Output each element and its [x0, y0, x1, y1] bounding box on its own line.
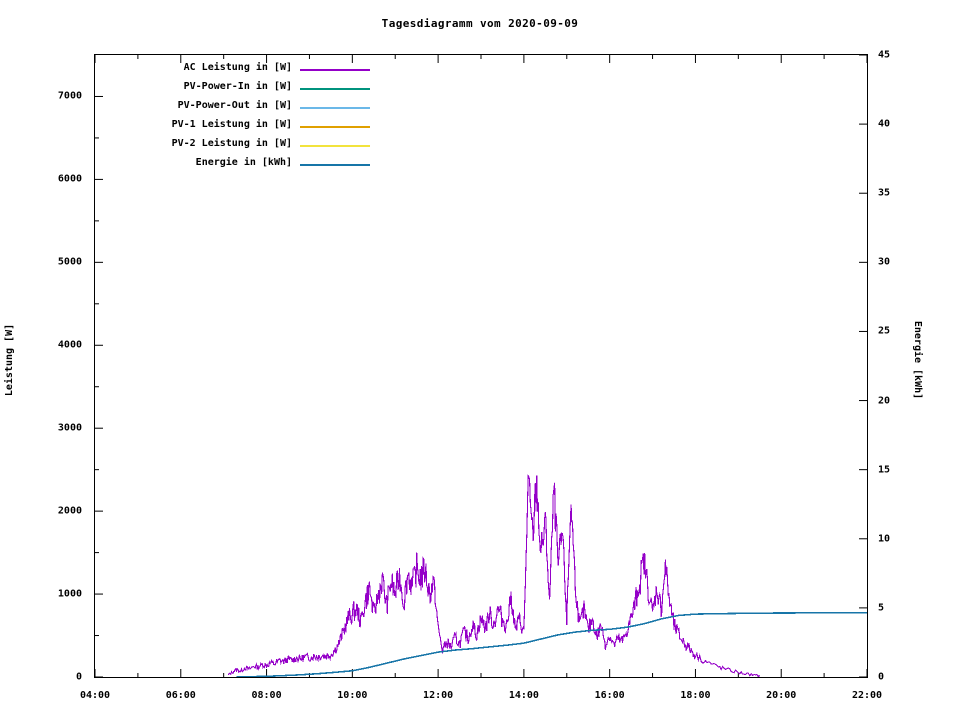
y-tick-label: 2000 [57, 505, 82, 517]
x-tick-label: 10:00 [337, 690, 368, 701]
legend-item[interactable]: PV-Power-Out in [W] [100, 98, 370, 117]
x-tick-label: 12:00 [423, 690, 454, 701]
y-axis-title: Leistung [W] [4, 323, 15, 397]
legend-item[interactable]: PV-1 Leistung in [W] [100, 117, 370, 136]
legend-label: PV-Power-Out in [W] [177, 100, 292, 111]
y-tick-label: 5000 [57, 256, 82, 268]
legend-label: PV-2 Leistung in [W] [171, 138, 292, 149]
legend-swatch [300, 107, 370, 109]
legend-swatch [300, 145, 370, 147]
y-tick-label: 4000 [57, 339, 82, 351]
legend-swatch [300, 88, 370, 90]
x-tick-label: 04:00 [79, 690, 111, 701]
legend-item[interactable]: AC Leistung in [W] [100, 60, 370, 79]
chart-legend: AC Leistung in [W] PV-Power-In in [W] PV-P… [100, 60, 370, 174]
legend-label: PV-1 Leistung in [W] [171, 119, 292, 130]
x-tick-label: 14:00 [508, 690, 539, 701]
legend-swatch [300, 164, 370, 166]
y2-tick-label: 25 [878, 325, 891, 337]
legend-label: Energie in [kWh] [195, 157, 292, 168]
legend-item[interactable]: PV-2 Leistung in [W] [100, 136, 370, 155]
y-tick-label: 3000 [57, 422, 82, 434]
legend-item[interactable]: Energie in [kWh] [100, 155, 370, 174]
chart-title: Tagesdiagramm vom 2020-09-09 [381, 17, 579, 30]
x-tick-label: 18:00 [680, 690, 711, 701]
legend-label: PV-Power-In in [W] [183, 81, 292, 92]
x-tick-label: 20:00 [766, 690, 797, 701]
x-tick-label: 16:00 [594, 690, 625, 701]
x-tick-label: 06:00 [165, 690, 196, 701]
x-tick-label: 08:00 [251, 690, 282, 701]
legend-swatch [300, 126, 370, 128]
y2-tick-label: 5 [878, 602, 885, 614]
legend-label: AC Leistung in [W] [183, 62, 292, 73]
legend-swatch [300, 69, 370, 71]
series-line-0 [227, 474, 761, 677]
legend-item[interactable]: PV-Power-In in [W] [100, 79, 370, 98]
y-tick-label: 7000 [57, 90, 82, 102]
x-tick-label: 22:00 [851, 690, 883, 701]
y-tick-label: 6000 [57, 173, 82, 185]
y2-tick-label: 0 [878, 671, 885, 683]
y2-tick-label: 20 [878, 395, 891, 407]
y2-tick-label: 45 [878, 49, 891, 61]
y-tick-label: 1000 [57, 588, 82, 600]
y2-tick-label: 30 [878, 256, 891, 268]
plot-svg [95, 55, 867, 677]
y-tick-label: 0 [75, 671, 82, 683]
series-line-5 [236, 611, 867, 677]
axis-ticks [95, 55, 867, 677]
plot-area [94, 54, 868, 678]
y2-tick-label: 10 [878, 533, 891, 545]
y2-tick-label: 35 [878, 187, 891, 199]
y2-tick-label: 40 [878, 118, 891, 130]
y2-axis-title: Energie [kWh] [912, 320, 923, 400]
y2-tick-label: 15 [878, 464, 891, 476]
